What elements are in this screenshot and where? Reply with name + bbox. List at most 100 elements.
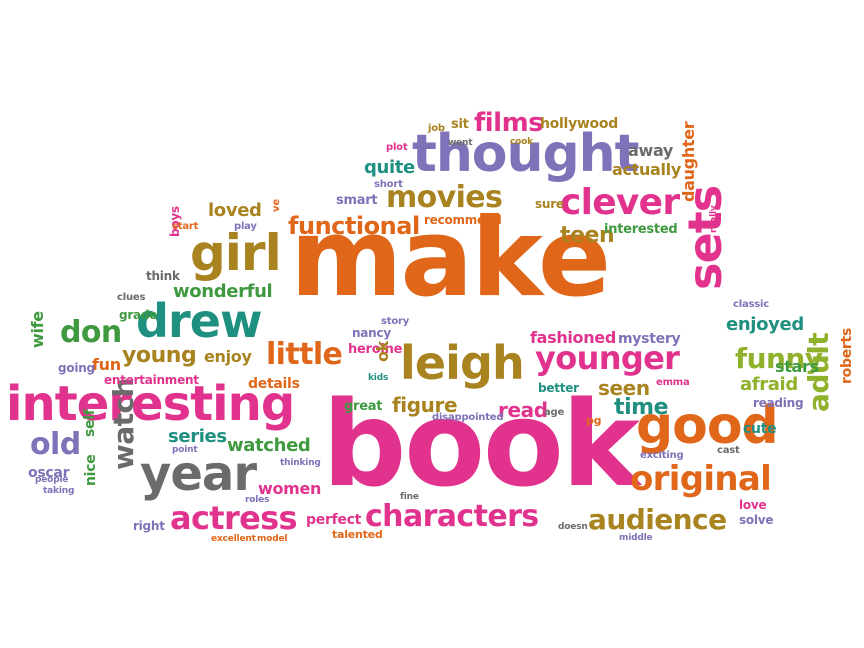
word-year: year bbox=[140, 446, 257, 502]
word-nice: nice bbox=[83, 454, 99, 486]
word-interesting: interesting bbox=[6, 376, 295, 432]
word-actress: actress bbox=[170, 499, 298, 537]
word-pg: pg bbox=[586, 414, 602, 427]
word-don: don bbox=[60, 315, 122, 350]
word-love: love bbox=[739, 498, 767, 512]
word-ok: ok bbox=[373, 341, 392, 362]
word-actually: actually bbox=[612, 160, 681, 179]
word-figure: figure bbox=[392, 393, 458, 417]
word-play: play bbox=[234, 221, 257, 232]
word-story: story bbox=[381, 316, 410, 327]
word-wonderful: wonderful bbox=[173, 281, 273, 302]
word-excellent: excellent bbox=[211, 534, 256, 544]
word-old: old bbox=[30, 427, 81, 462]
word-leigh: leigh bbox=[400, 336, 525, 390]
word-emma: emma bbox=[656, 377, 690, 388]
word-book: book bbox=[322, 375, 640, 513]
word-kids: kids bbox=[368, 373, 389, 383]
word-wife: wife bbox=[28, 311, 47, 348]
word-daughter: daughter bbox=[679, 121, 698, 202]
word-job: job bbox=[428, 123, 445, 134]
word-audience: audience bbox=[588, 503, 727, 536]
word-watch: watch bbox=[107, 378, 140, 470]
word-model: model bbox=[257, 534, 288, 544]
word-solve: solve bbox=[739, 513, 774, 527]
word-enjoyed: enjoyed bbox=[726, 314, 804, 335]
word-seen: seen bbox=[598, 376, 650, 400]
word-details: details bbox=[248, 376, 300, 392]
word-ve: ve bbox=[271, 199, 282, 212]
word-films: films bbox=[474, 108, 544, 138]
word-people: people bbox=[35, 475, 69, 485]
word-great: great bbox=[344, 399, 383, 414]
word-stars: stars bbox=[775, 357, 819, 376]
word-talented: talented bbox=[332, 528, 383, 541]
word-perfect: perfect bbox=[306, 512, 362, 528]
word-women: women bbox=[258, 479, 322, 498]
word-functional: functional bbox=[288, 212, 420, 240]
word-taking: taking bbox=[43, 486, 75, 496]
word-really: really bbox=[709, 205, 719, 233]
word-disappointed: disappointed bbox=[432, 412, 504, 423]
word-loved: loved bbox=[208, 200, 262, 221]
word-interested: interested bbox=[604, 222, 678, 237]
word-good: good bbox=[636, 396, 779, 456]
word-middle: middle bbox=[619, 533, 653, 543]
word-exciting: exciting bbox=[640, 450, 684, 461]
word-recommend: recommend bbox=[424, 213, 502, 227]
word-original: original bbox=[630, 459, 772, 499]
word-teen: teen bbox=[560, 223, 615, 248]
word-classic: classic bbox=[733, 299, 769, 310]
word-younger: younger bbox=[535, 339, 680, 377]
word-hollywood: hollywood bbox=[540, 116, 618, 132]
word-funny: funny bbox=[735, 342, 823, 375]
word-sit: sit bbox=[451, 117, 469, 132]
word-fine: fine bbox=[400, 492, 419, 502]
word-better: better bbox=[538, 381, 579, 395]
word-reading: reading bbox=[753, 396, 804, 410]
word-grade: grade bbox=[119, 308, 158, 322]
word-watched: watched bbox=[227, 435, 311, 456]
word-age: age bbox=[544, 407, 565, 418]
word-thinking: thinking bbox=[280, 458, 321, 468]
word-right: right bbox=[133, 519, 165, 533]
word-entertainment: entertainment bbox=[104, 373, 199, 387]
word-start: start bbox=[172, 221, 199, 232]
word-think: think bbox=[146, 269, 180, 283]
word-cute: cute bbox=[743, 421, 777, 437]
word-time: time bbox=[614, 395, 669, 420]
word-sure: sure bbox=[535, 197, 564, 211]
word-clever: clever bbox=[560, 182, 680, 223]
word-plot: plot bbox=[386, 142, 408, 153]
word-quite: quite bbox=[364, 157, 415, 178]
word-went: went bbox=[448, 138, 473, 148]
word-clues: clues bbox=[117, 292, 146, 303]
word-thought: thought bbox=[412, 124, 639, 184]
word-series: series bbox=[168, 426, 227, 447]
word-little: little bbox=[266, 337, 343, 372]
word-cast: cast bbox=[717, 445, 740, 456]
word-enjoy: enjoy bbox=[204, 347, 252, 366]
word-away: away bbox=[628, 141, 674, 160]
word-cook: cook bbox=[510, 137, 533, 147]
word-fashioned: fashioned bbox=[530, 328, 616, 347]
word-oscar: oscar bbox=[28, 465, 70, 481]
word-roberts: roberts bbox=[839, 327, 855, 384]
word-heroine: heroine bbox=[348, 342, 403, 357]
word-going: going bbox=[58, 361, 95, 375]
word-afraid: afraid bbox=[740, 374, 798, 395]
word-young: young bbox=[122, 343, 197, 368]
word-characters: characters bbox=[365, 499, 539, 534]
word-girl: girl bbox=[190, 224, 282, 282]
word-self: self bbox=[82, 409, 98, 437]
word-smart: smart bbox=[336, 193, 378, 208]
word-mystery: mystery bbox=[618, 331, 681, 347]
word-short: short bbox=[374, 179, 403, 190]
word-doesn: doesn bbox=[558, 522, 588, 532]
word-nancy: nancy bbox=[352, 326, 391, 340]
word-make: make bbox=[290, 196, 611, 321]
word-fun: fun bbox=[92, 355, 121, 374]
word-roles: roles bbox=[245, 495, 270, 505]
word-movies: movies bbox=[386, 180, 503, 215]
